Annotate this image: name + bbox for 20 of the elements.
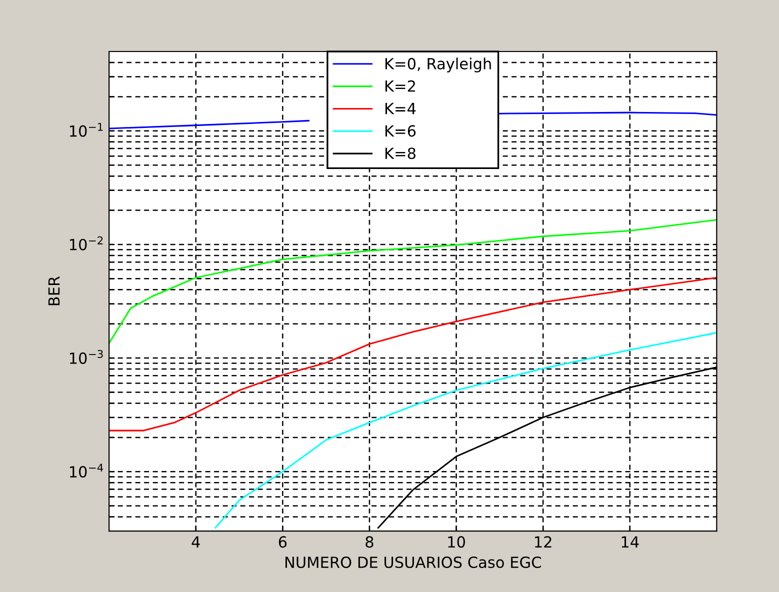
x-tick-label: 10 xyxy=(448,536,465,548)
y-tick-label: 10$^{−1}$ xyxy=(70,122,103,137)
legend-label: K=8 xyxy=(385,148,416,160)
y-axis-title: BER xyxy=(48,276,60,306)
legend-label: K=4 xyxy=(385,102,416,114)
x-tick-label: 4 xyxy=(192,536,200,548)
x-tick-label: 14 xyxy=(622,536,639,548)
y-tick-label: 10$^{−2}$ xyxy=(70,236,103,250)
x-tick-label: 8 xyxy=(366,536,374,548)
line-series xyxy=(109,276,717,432)
y-tick-label: 10$^{−3}$ xyxy=(70,350,103,364)
line-series xyxy=(214,332,717,529)
legend-label: K=2 xyxy=(385,80,415,92)
legend-label: K=6 xyxy=(385,125,416,137)
line-series xyxy=(109,219,717,344)
x-tick-label: 12 xyxy=(535,536,552,548)
x-axis-title: NUMERO DE USUARIOS Caso EGC xyxy=(285,556,541,568)
y-tick-label: 10$^{−4}$ xyxy=(70,464,104,478)
x-tick-label: 6 xyxy=(278,536,287,548)
legend-label: K=0, Rayleigh xyxy=(385,58,491,72)
